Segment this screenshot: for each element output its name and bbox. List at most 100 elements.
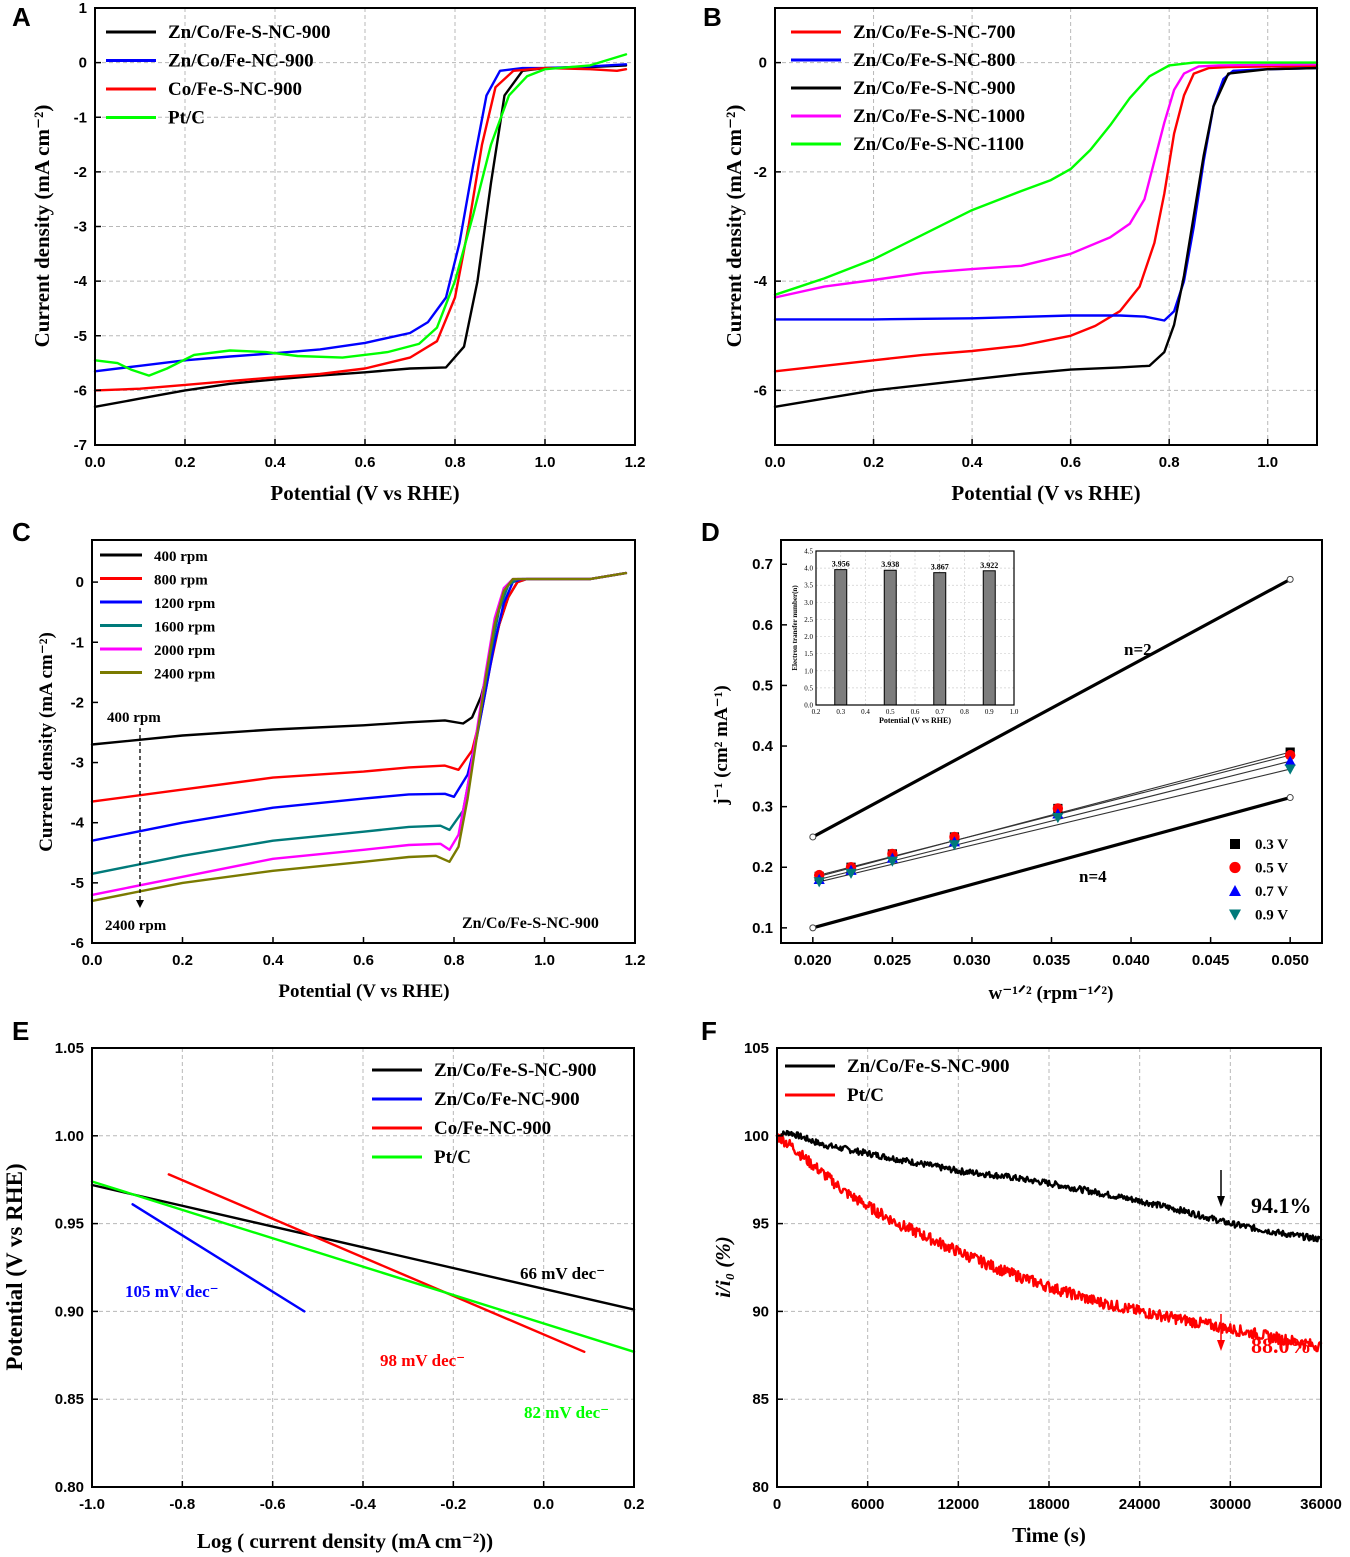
- yticks-c: -6 -5 -4 -3 -2 -1 0: [71, 574, 98, 952]
- ytick-label: 105: [744, 1040, 769, 1057]
- xtick-label: 0.8: [445, 454, 466, 471]
- series-line-2400-rpm: [90, 571, 628, 903]
- series-line-zn-co-fe-nc-900: [93, 63, 628, 373]
- xlabel-c: Potential (V vs RHE): [278, 981, 449, 1002]
- xtick-label: -0.4: [350, 1496, 377, 1513]
- ytick-label: 0.4: [752, 738, 774, 755]
- panel-e: E -1.0 -0.8 -0.6 -0.4 -0.2 0.0 0.2 0.80 0.85 0.9…: [0, 1010, 675, 1557]
- legend-label-0-5-v: 0.5 V: [1255, 861, 1288, 877]
- ytick-label: -6: [74, 382, 87, 399]
- inset-bar: [883, 569, 897, 706]
- annotation-sample: Zn/Co/Fe-S-NC-900: [462, 915, 599, 932]
- inset-xtick-label: 0.3: [836, 708, 845, 716]
- panel-f-label: F: [701, 1016, 717, 1046]
- inset-xtick-label: 0.7: [935, 708, 944, 716]
- legend-label-co-fe-nc-900: Co/Fe-NC-900: [434, 1118, 551, 1139]
- legend-label-zn-co-fe-s-nc-900: Zn/Co/Fe-S-NC-900: [847, 1056, 1010, 1077]
- ytick-label: 1.05: [55, 1040, 84, 1057]
- inset-ytick-label: 3.0: [804, 599, 813, 607]
- series-b: [773, 61, 1319, 408]
- ytick-label: -7: [74, 437, 87, 454]
- yticks-e: 0.80 0.85 0.90 0.95 1.00 1.05: [55, 1040, 98, 1496]
- ytick-label: -4: [754, 273, 768, 290]
- ytick-label: -6: [754, 382, 767, 399]
- inset-xtick-label: 0.5: [886, 708, 895, 716]
- slope-labels-e: 66 mV dec⁻ 105 mV dec⁻ 98 mV dec⁻ 82 mV dec…: [125, 1264, 609, 1422]
- legend-label-0-9-v: 0.9 V: [1255, 908, 1288, 924]
- xtick-label: 0.2: [172, 952, 193, 969]
- data-point-0-9-v: [1052, 812, 1064, 824]
- slope-label-zn-co-fe-s-nc-900: 66 mV dec⁻: [520, 1264, 605, 1283]
- ytick-label: 0: [79, 55, 87, 72]
- rpm-arrow-head: [136, 900, 144, 908]
- legend-label-2000-rpm: 2000 rpm: [154, 643, 216, 659]
- fit-line-0-7-v: [819, 760, 1291, 880]
- legend-f: Zn/Co/Fe-S-NC-900 Pt/C: [785, 1056, 1010, 1106]
- legend-marker-0-9-v: [1229, 909, 1241, 921]
- inset-bar-value: 3.867: [931, 563, 949, 572]
- label-n2: n=2: [1124, 640, 1152, 659]
- legend-label-0-3-v: 0.3 V: [1255, 837, 1288, 853]
- yticks-b: -6 -4 -2 0: [754, 55, 781, 399]
- xticks-c: 0.0 0.2 0.4 0.6 0.8 1.0 1.2: [82, 937, 645, 969]
- slope-label-co-fe-nc-900: 98 mV dec⁻: [380, 1351, 465, 1370]
- xticks-b: 0.0 0.2 0.4 0.6 0.8 1.0: [765, 439, 1278, 471]
- xtick-label: 0.0: [85, 454, 106, 471]
- xtick-label: -0.2: [440, 1496, 466, 1513]
- slope-label-pt-c: 82 mV dec⁻: [524, 1403, 609, 1422]
- ytick-label: 0.6: [752, 617, 773, 634]
- xtick-label: 0.030: [953, 952, 991, 969]
- inset-xtick-label: 0.2: [812, 708, 821, 716]
- legend-label-400-rpm: 400 rpm: [154, 549, 208, 565]
- inset-bar-value: 3.922: [980, 561, 998, 570]
- end-label-zn-co-fe-s-nc-900: 94.1%: [1251, 1193, 1312, 1218]
- xtick-label: 12000: [937, 1496, 979, 1513]
- chart-b: B 0.0 0.2 0.4 0.6 0.8 1.0 -6 -4 -2 0 Potential (…: [703, 2, 1319, 505]
- slope-label-zn-co-fe-nc-900: 105 mV dec⁻: [125, 1282, 219, 1301]
- series-d: n=2 n=4: [809, 575, 1296, 932]
- panel-f: F 0 6000 12000 18000 24000 30000 36000 80 85 90 9…: [675, 1010, 1350, 1557]
- panel-b-label: B: [703, 2, 722, 32]
- xlabel-b: Potential (V vs RHE): [951, 481, 1140, 505]
- ytick-label: -4: [74, 273, 88, 290]
- ytick-label: -2: [754, 164, 767, 181]
- xtick-label: 30000: [1209, 1496, 1251, 1513]
- legend-label-zn-co-fe-s-nc-900: Zn/Co/Fe-S-NC-900: [168, 22, 331, 43]
- xtick-label: 6000: [851, 1496, 884, 1513]
- legend-label-zn-co-fe-s-nc-700: Zn/Co/Fe-S-NC-700: [853, 22, 1016, 43]
- data-point-0-9-v: [845, 868, 857, 879]
- inset-xlabel: Potential (V vs RHE): [879, 716, 951, 725]
- ytick-label: 0.3: [752, 799, 773, 816]
- legend-label-pt-c: Pt/C: [168, 108, 205, 129]
- xtick-label: 0.6: [1060, 454, 1081, 471]
- series-line-pt-c: [90, 1180, 636, 1353]
- legend-b: Zn/Co/Fe-S-NC-700 Zn/Co/Fe-S-NC-800 Zn/Co/…: [791, 22, 1025, 155]
- inset-d: 0.0 0.5 1.0 1.5 2.0 2.5 3.0 3.5 4.0 4.5 0.2 0.3 0.4 0…: [791, 548, 1019, 726]
- ytick-label: -2: [71, 694, 84, 711]
- ylabel-d: j⁻¹ (cm² mA⁻¹): [711, 685, 732, 805]
- legend-label-zn-co-fe-nc-900: Zn/Co/Fe-NC-900: [434, 1089, 580, 1110]
- inset-ytick-label: 2.0: [804, 633, 813, 641]
- series-c: [90, 571, 628, 903]
- xtick-label: 1.0: [534, 952, 555, 969]
- ytick-label: -5: [71, 875, 84, 892]
- xtick-label: 0.2: [624, 1496, 645, 1513]
- ytick-label: 0.90: [55, 1303, 84, 1320]
- series-line-zn-co-fe-nc-900: [131, 1203, 306, 1313]
- fit-line-0-9-v: [819, 768, 1291, 883]
- inset-ytick-label: 0.5: [804, 684, 813, 692]
- yticks-f: 80 85 90 95 100 105: [744, 1040, 783, 1496]
- legend-label-zn-co-fe-s-nc-900: Zn/Co/Fe-S-NC-900: [434, 1060, 597, 1081]
- ytick-label: -1: [71, 634, 84, 651]
- ytick-label: 1.00: [55, 1128, 84, 1145]
- data-point-0-9-v: [1284, 764, 1296, 775]
- xtick-label: 0.4: [265, 454, 287, 471]
- xtick-label: 0.4: [263, 952, 285, 969]
- end-arrow-head-black: [1217, 1196, 1225, 1207]
- inset-ylabel: Electron transfer number(n): [791, 585, 799, 671]
- legend-label-zn-co-fe-s-nc-900: Zn/Co/Fe-S-NC-900: [853, 78, 1016, 99]
- series-line-zn-co-fe-s-nc-700: [773, 64, 1319, 373]
- reference-point: [1286, 794, 1294, 802]
- ytick-label: 0.5: [752, 677, 773, 694]
- legend-a: Zn/Co/Fe-S-NC-900 Zn/Co/Fe-NC-900 Co/Fe-S-…: [106, 22, 331, 129]
